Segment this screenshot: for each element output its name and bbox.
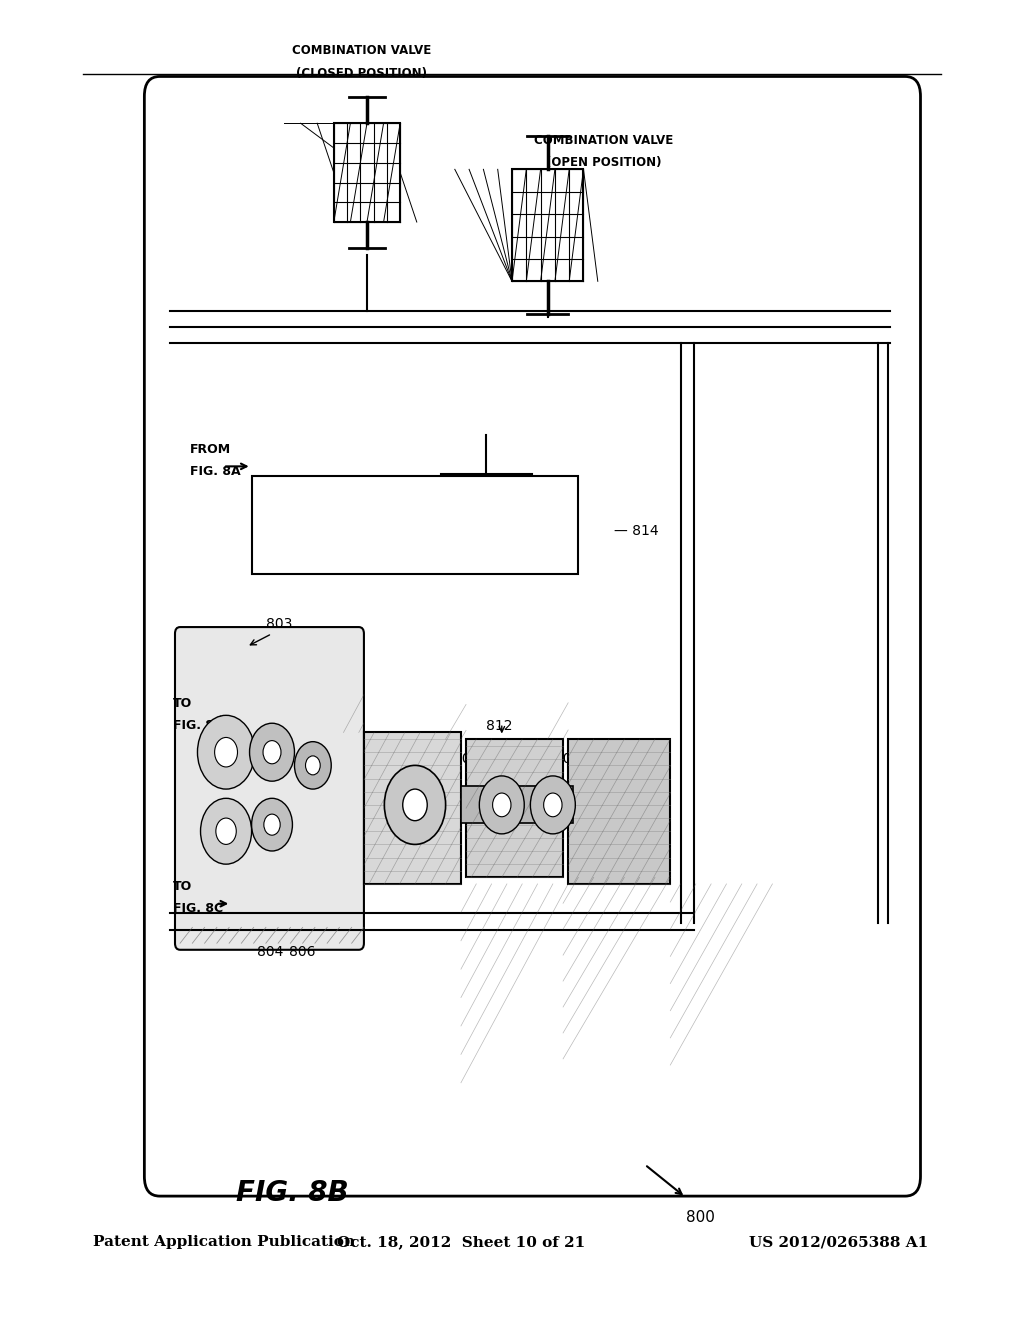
Text: FROM: FROM [190,442,231,455]
Circle shape [384,766,445,845]
Circle shape [295,742,331,789]
Text: (OPEN POSITION): (OPEN POSITION) [546,156,662,169]
Circle shape [252,799,293,851]
Circle shape [479,776,524,834]
Text: TO: TO [173,697,193,710]
Bar [364,733,461,884]
Text: 808: 808 [453,752,479,766]
Text: COMBINATION VALVE: COMBINATION VALVE [292,45,431,57]
Circle shape [198,715,255,789]
Text: US 2012/0265388 A1: US 2012/0265388 A1 [750,1236,929,1249]
Bar [466,739,563,878]
Circle shape [201,799,252,865]
Text: 804: 804 [257,945,284,960]
Text: Oct. 18, 2012  Sheet 10 of 21: Oct. 18, 2012 Sheet 10 of 21 [337,1236,585,1249]
Text: 803: 803 [266,618,292,631]
Text: Patent Application Publication: Patent Application Publication [93,1236,355,1249]
Text: 812: 812 [486,719,513,733]
Circle shape [216,818,237,845]
Bar [252,475,579,574]
Text: 800: 800 [686,1209,715,1225]
Text: FIG. 8C: FIG. 8C [173,903,223,916]
Text: FIG. 8C: FIG. 8C [173,719,223,733]
Bar [461,787,573,824]
Text: FIG. 8A: FIG. 8A [190,465,241,478]
Bar [568,739,671,884]
Circle shape [215,738,238,767]
Circle shape [493,793,511,817]
Circle shape [305,756,321,775]
Text: 810: 810 [545,752,571,766]
Circle shape [544,793,562,817]
FancyBboxPatch shape [175,627,364,950]
Circle shape [402,789,427,821]
Bar [512,169,584,281]
Circle shape [250,723,295,781]
Text: TO: TO [173,880,193,894]
Text: — 814: — 814 [614,524,658,539]
Circle shape [263,741,281,764]
Circle shape [264,814,281,836]
Text: FIG. 8B: FIG. 8B [237,1180,349,1208]
Text: COMBINATION VALVE: COMBINATION VALVE [535,133,674,147]
Text: (CLOSED POSITION): (CLOSED POSITION) [296,67,427,79]
Bar [334,123,400,222]
Circle shape [530,776,575,834]
Text: 806: 806 [290,945,315,960]
Text: 805: 805 [379,482,406,495]
